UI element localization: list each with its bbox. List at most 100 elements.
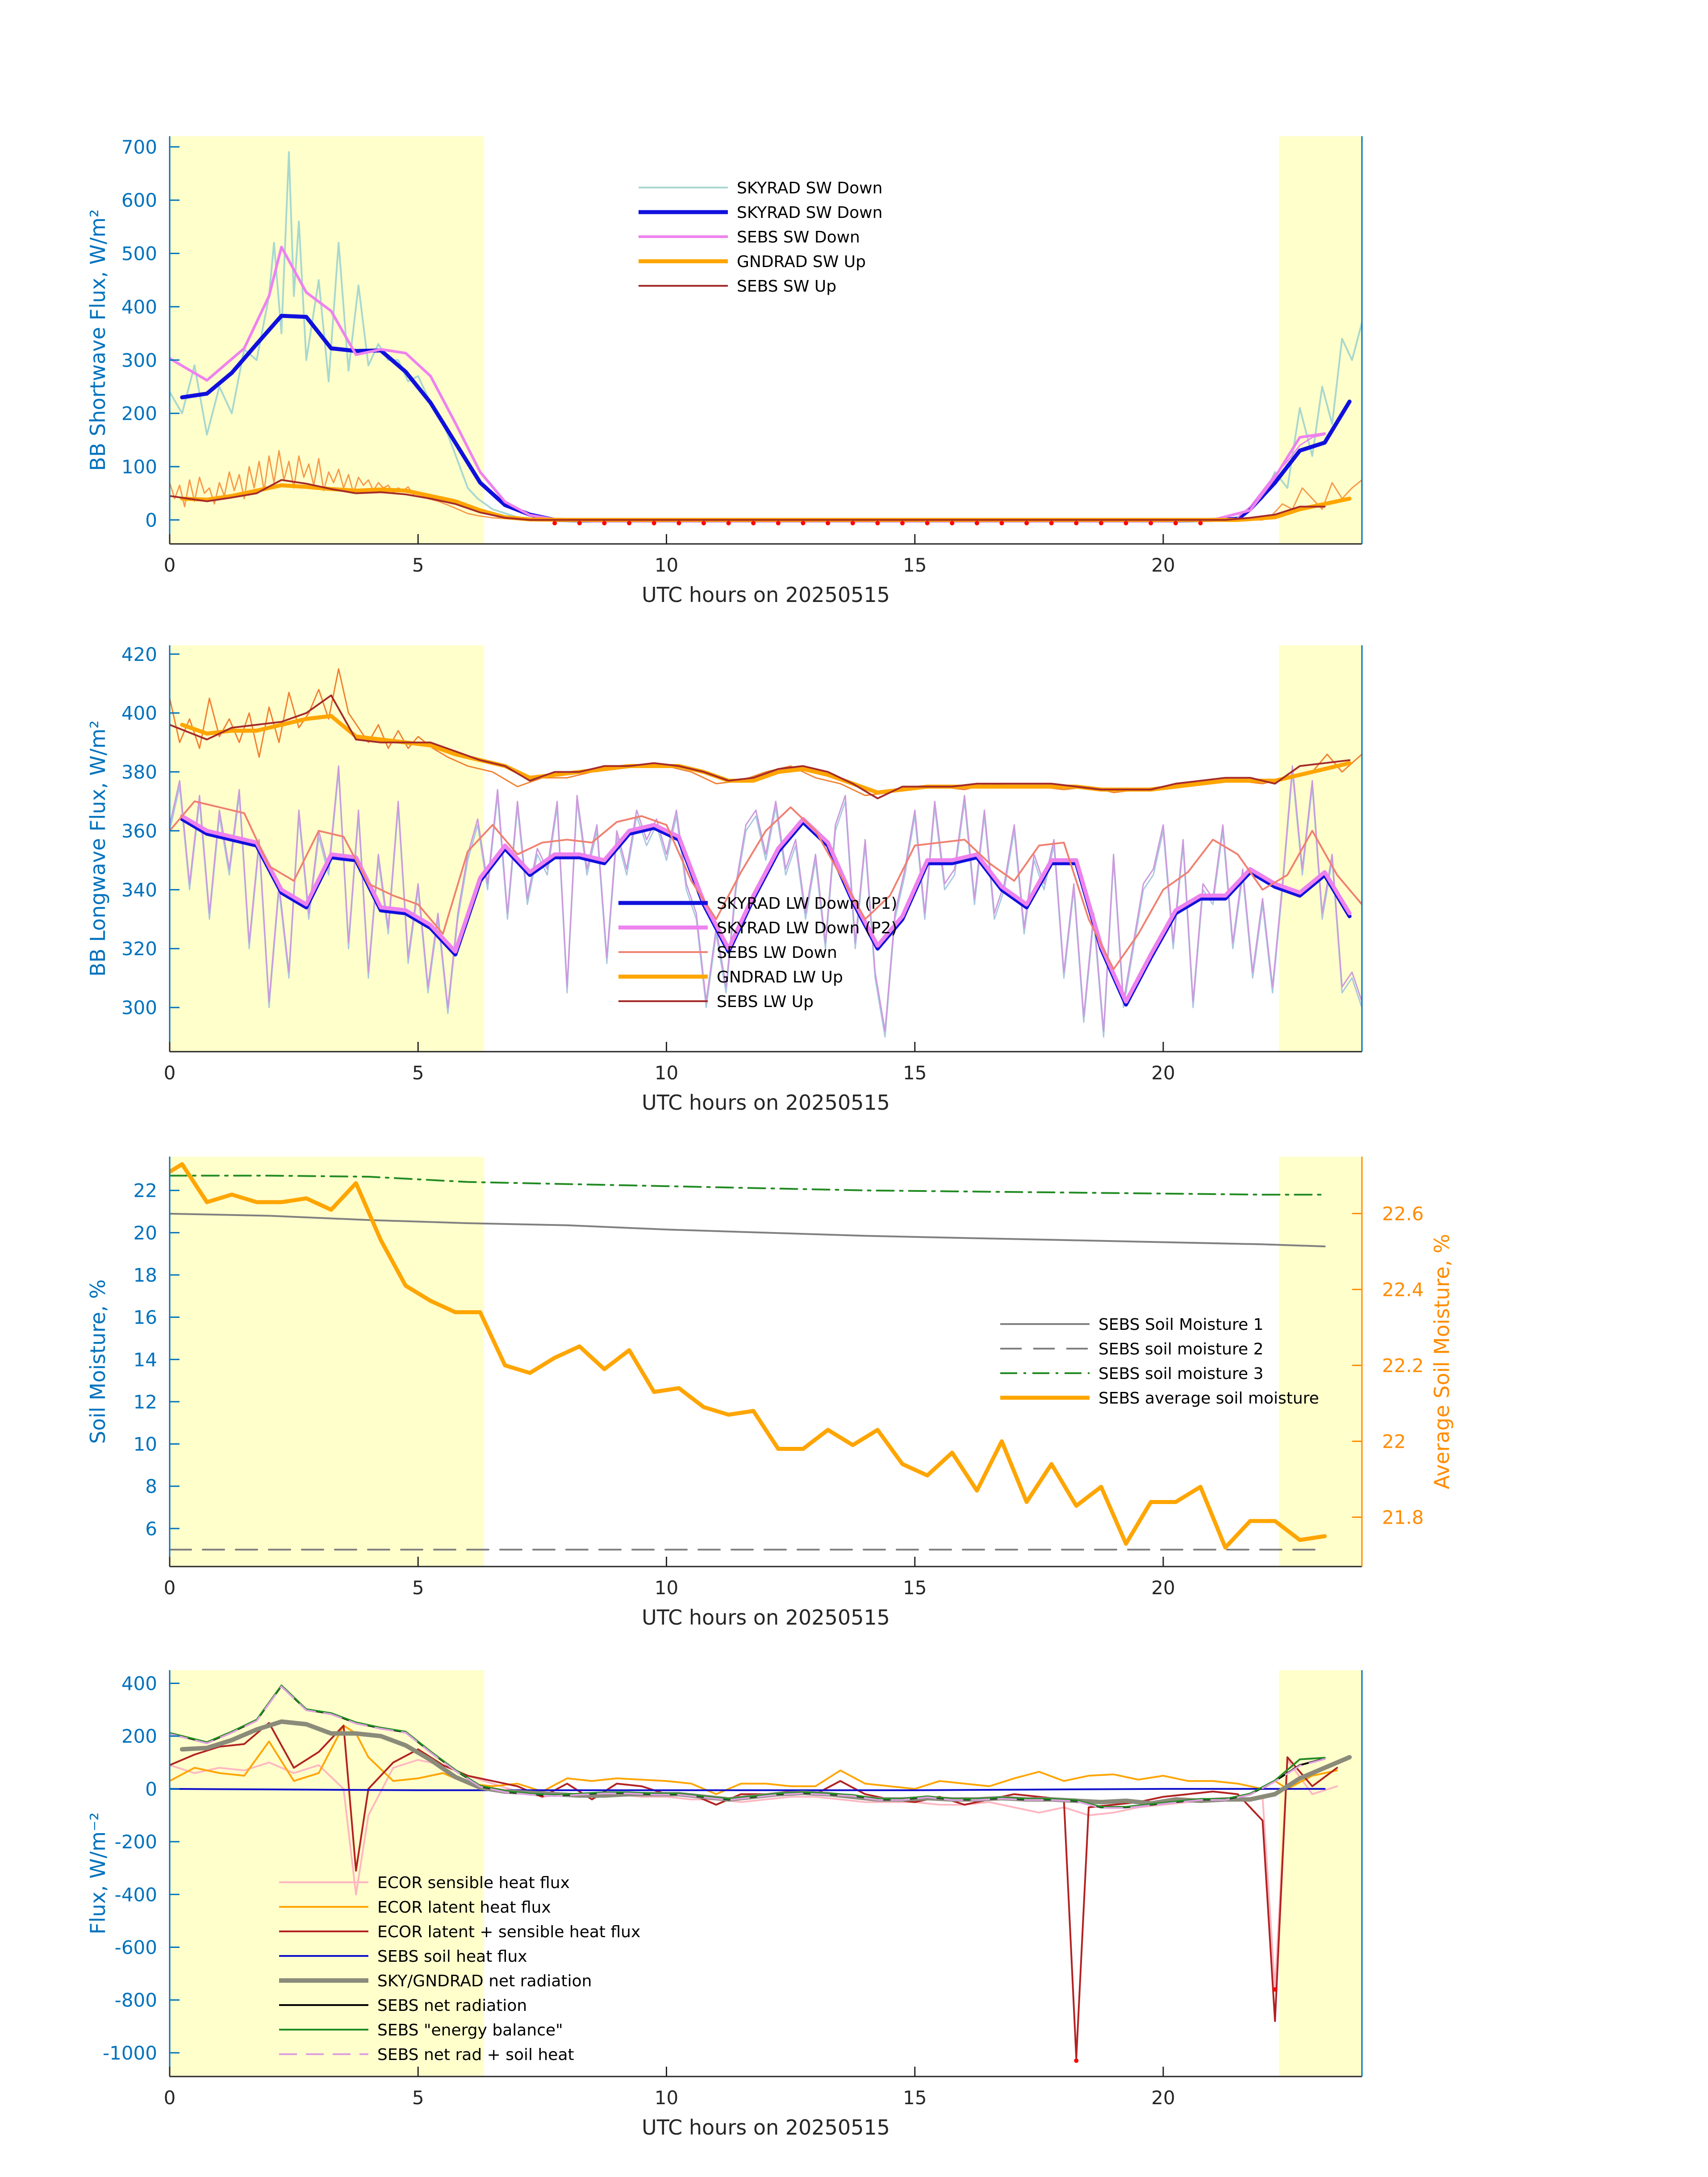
axes: 0 5 10 15 20 -1000 -800 -600 -400 -200 0 200 400 bbox=[103, 1670, 1363, 2109]
series-sebs-net-rad-soil-heat bbox=[170, 1685, 1326, 1809]
y2-tick-label: 22.6 bbox=[1382, 1203, 1424, 1225]
series-sebs-sw-up-dots--point bbox=[875, 521, 880, 526]
legend-label: SEBS LW Down bbox=[717, 944, 837, 962]
y-tick-label: 420 bbox=[121, 643, 157, 665]
legend-label: SEBS soil moisture 2 bbox=[1098, 1340, 1263, 1358]
chart-flux: 0 5 10 15 20 -1000 -800 -600 -400 -200 0 200 400 UTC … bbox=[86, 1670, 1363, 2139]
y-tick-label: -400 bbox=[115, 1884, 157, 1905]
series-sebs-sw-up-dots--point bbox=[974, 521, 979, 526]
x-tick-label: 20 bbox=[1151, 554, 1175, 576]
series-sebs-sw-up-dots--point bbox=[627, 521, 632, 526]
legend-label: SEBS average soil moisture bbox=[1098, 1389, 1319, 1408]
legend-label: SEBS soil heat flux bbox=[377, 1947, 527, 1966]
legend-label: SKYRAD SW Down bbox=[737, 179, 882, 197]
series-sebs-sw-up-dots--point bbox=[801, 521, 806, 526]
series-sebs-sw-up-dots--point bbox=[602, 521, 607, 526]
y-tick-label: 400 bbox=[121, 296, 157, 318]
x-axis-label: UTC hours on 20250515 bbox=[642, 583, 890, 607]
y2-tick-label: 22 bbox=[1382, 1431, 1406, 1453]
x-axis-label: UTC hours on 20250515 bbox=[642, 1605, 890, 1630]
legend-label: SEBS LW Up bbox=[717, 993, 814, 1011]
y-tick-label: 360 bbox=[121, 820, 157, 842]
night-shading-1 bbox=[1279, 1157, 1362, 1567]
series-sebs-soil-moisture-1 bbox=[170, 1212, 1326, 1248]
series-gndrad-lw-up-1min bbox=[170, 668, 1362, 796]
night-shading-1 bbox=[1279, 645, 1362, 1052]
x-tick-label: 5 bbox=[412, 1577, 424, 1599]
y-tick-label: -200 bbox=[115, 1831, 157, 1853]
plot-area bbox=[170, 151, 1362, 526]
y-tick-label: 6 bbox=[145, 1518, 157, 1540]
x-tick-label: 10 bbox=[655, 2087, 678, 2109]
x-tick-label: 10 bbox=[655, 1062, 678, 1084]
y2-tick-label: 22.2 bbox=[1382, 1355, 1424, 1377]
series-sebs-sw-up-dots--point bbox=[950, 521, 955, 526]
series-sebs-sw-up-dots--point bbox=[726, 521, 731, 526]
x-tick-label: 5 bbox=[412, 1062, 424, 1084]
legend: ECOR sensible heat flux ECOR latent heat … bbox=[279, 1874, 640, 2064]
series-sebs-sw-up-dots--point bbox=[1123, 521, 1128, 526]
series-sebs-lw-down bbox=[170, 800, 1362, 970]
x-tick-label: 20 bbox=[1151, 2087, 1175, 2109]
x-tick-label: 0 bbox=[164, 554, 176, 576]
plot-area bbox=[170, 668, 1362, 1038]
series-sebs-sw-up-dots--point bbox=[925, 521, 930, 526]
series-gndrad-sw-up bbox=[180, 483, 1352, 522]
series-sebs-sw-up-dots--point bbox=[701, 521, 706, 526]
legend-label: ECOR latent heat flux bbox=[377, 1898, 551, 1917]
y-tick-label: 0 bbox=[145, 1778, 157, 1800]
y-tick-label: 12 bbox=[134, 1391, 157, 1413]
y-tick-label: 22 bbox=[134, 1180, 157, 1202]
y-axis-label: BB Shortwave Flux, W/m² bbox=[86, 209, 110, 471]
y2-tick-label: 22.4 bbox=[1382, 1279, 1424, 1301]
axes: 0 5 10 15 20 6 8 10 12 14 16 18 20 22 21.8 22 22.2 22.4 22… bbox=[134, 1157, 1424, 1599]
x-tick-label: 10 bbox=[655, 1577, 678, 1599]
y-tick-label: 340 bbox=[121, 879, 157, 901]
night-shading-0 bbox=[170, 1157, 484, 1567]
legend: SKYRAD LW Down (P1) SKYRAD LW Down (P2) SE… bbox=[618, 894, 897, 1011]
chart-soil: 0 5 10 15 20 6 8 10 12 14 16 18 20 22 21.8 22 22.2 22.4 22… bbox=[86, 1157, 1454, 1630]
series-sebs-soil-moisture-3 bbox=[170, 1174, 1326, 1196]
legend-label: SEBS Soil Moisture 1 bbox=[1098, 1316, 1264, 1334]
legend: SKYRAD SW Down SKYRAD SW Down SEBS SW Down… bbox=[639, 179, 882, 296]
series-sebs-sw-up-dots--point bbox=[651, 521, 656, 526]
x-tick-label: 20 bbox=[1151, 1577, 1175, 1599]
night-shading-0 bbox=[170, 1670, 484, 2077]
x-tick-label: 0 bbox=[164, 1577, 176, 1599]
y-tick-label: -800 bbox=[115, 1989, 157, 2011]
y-tick-label: 200 bbox=[121, 1726, 157, 1747]
series-sebs-soil-heat-flux bbox=[170, 1788, 1326, 1791]
x-tick-label: 15 bbox=[903, 1577, 927, 1599]
series-sebs-sw-up-dots--point bbox=[776, 521, 781, 526]
series-sebs-sw-up-dots--point bbox=[1049, 521, 1054, 526]
legend-label: GNDRAD LW Up bbox=[717, 968, 843, 986]
series-sebs-sw-up-dots--point bbox=[999, 521, 1004, 526]
y-tick-label: 100 bbox=[121, 456, 157, 478]
x-tick-label: 5 bbox=[412, 2087, 424, 2109]
legend-label: SKYRAD SW Down bbox=[737, 204, 882, 222]
legend-label: ECOR latent + sensible heat flux bbox=[377, 1923, 640, 1941]
x-tick-label: 5 bbox=[412, 554, 424, 576]
series-sebs-sw-up-dots--point bbox=[751, 521, 756, 526]
y-axis-label: BB Longwave Flux, W/m² bbox=[86, 720, 110, 977]
y-axis-label: Flux, W/m⁻² bbox=[86, 1812, 110, 1934]
series-sebs-sw-up-dots--point bbox=[577, 521, 582, 526]
y-tick-label: 200 bbox=[121, 403, 157, 425]
legend: SEBS Soil Moisture 1 SEBS soil moisture 2… bbox=[1000, 1316, 1319, 1408]
y2-tick-label: 21.8 bbox=[1382, 1507, 1424, 1529]
y-tick-label: 380 bbox=[121, 761, 157, 783]
series-sebs-sw-up-dots--point bbox=[552, 521, 557, 526]
y-tick-label: 400 bbox=[121, 1673, 157, 1695]
series-sebs-sw-up-dots--point bbox=[1148, 521, 1153, 526]
plot-area bbox=[170, 1684, 1352, 2063]
legend-label: SEBS net radiation bbox=[377, 1997, 527, 2015]
x-tick-label: 20 bbox=[1151, 1062, 1175, 1084]
series-ecor-latent-heat-flux bbox=[170, 1725, 1338, 1795]
series-sebs-sw-up bbox=[170, 479, 1326, 521]
axes: 0 5 10 15 20 300 320 340 360 380 400 420 bbox=[121, 643, 1363, 1084]
y-tick-label: -600 bbox=[115, 1936, 157, 1958]
y-tick-label: 600 bbox=[121, 189, 157, 211]
y-tick-label: 14 bbox=[134, 1349, 157, 1371]
